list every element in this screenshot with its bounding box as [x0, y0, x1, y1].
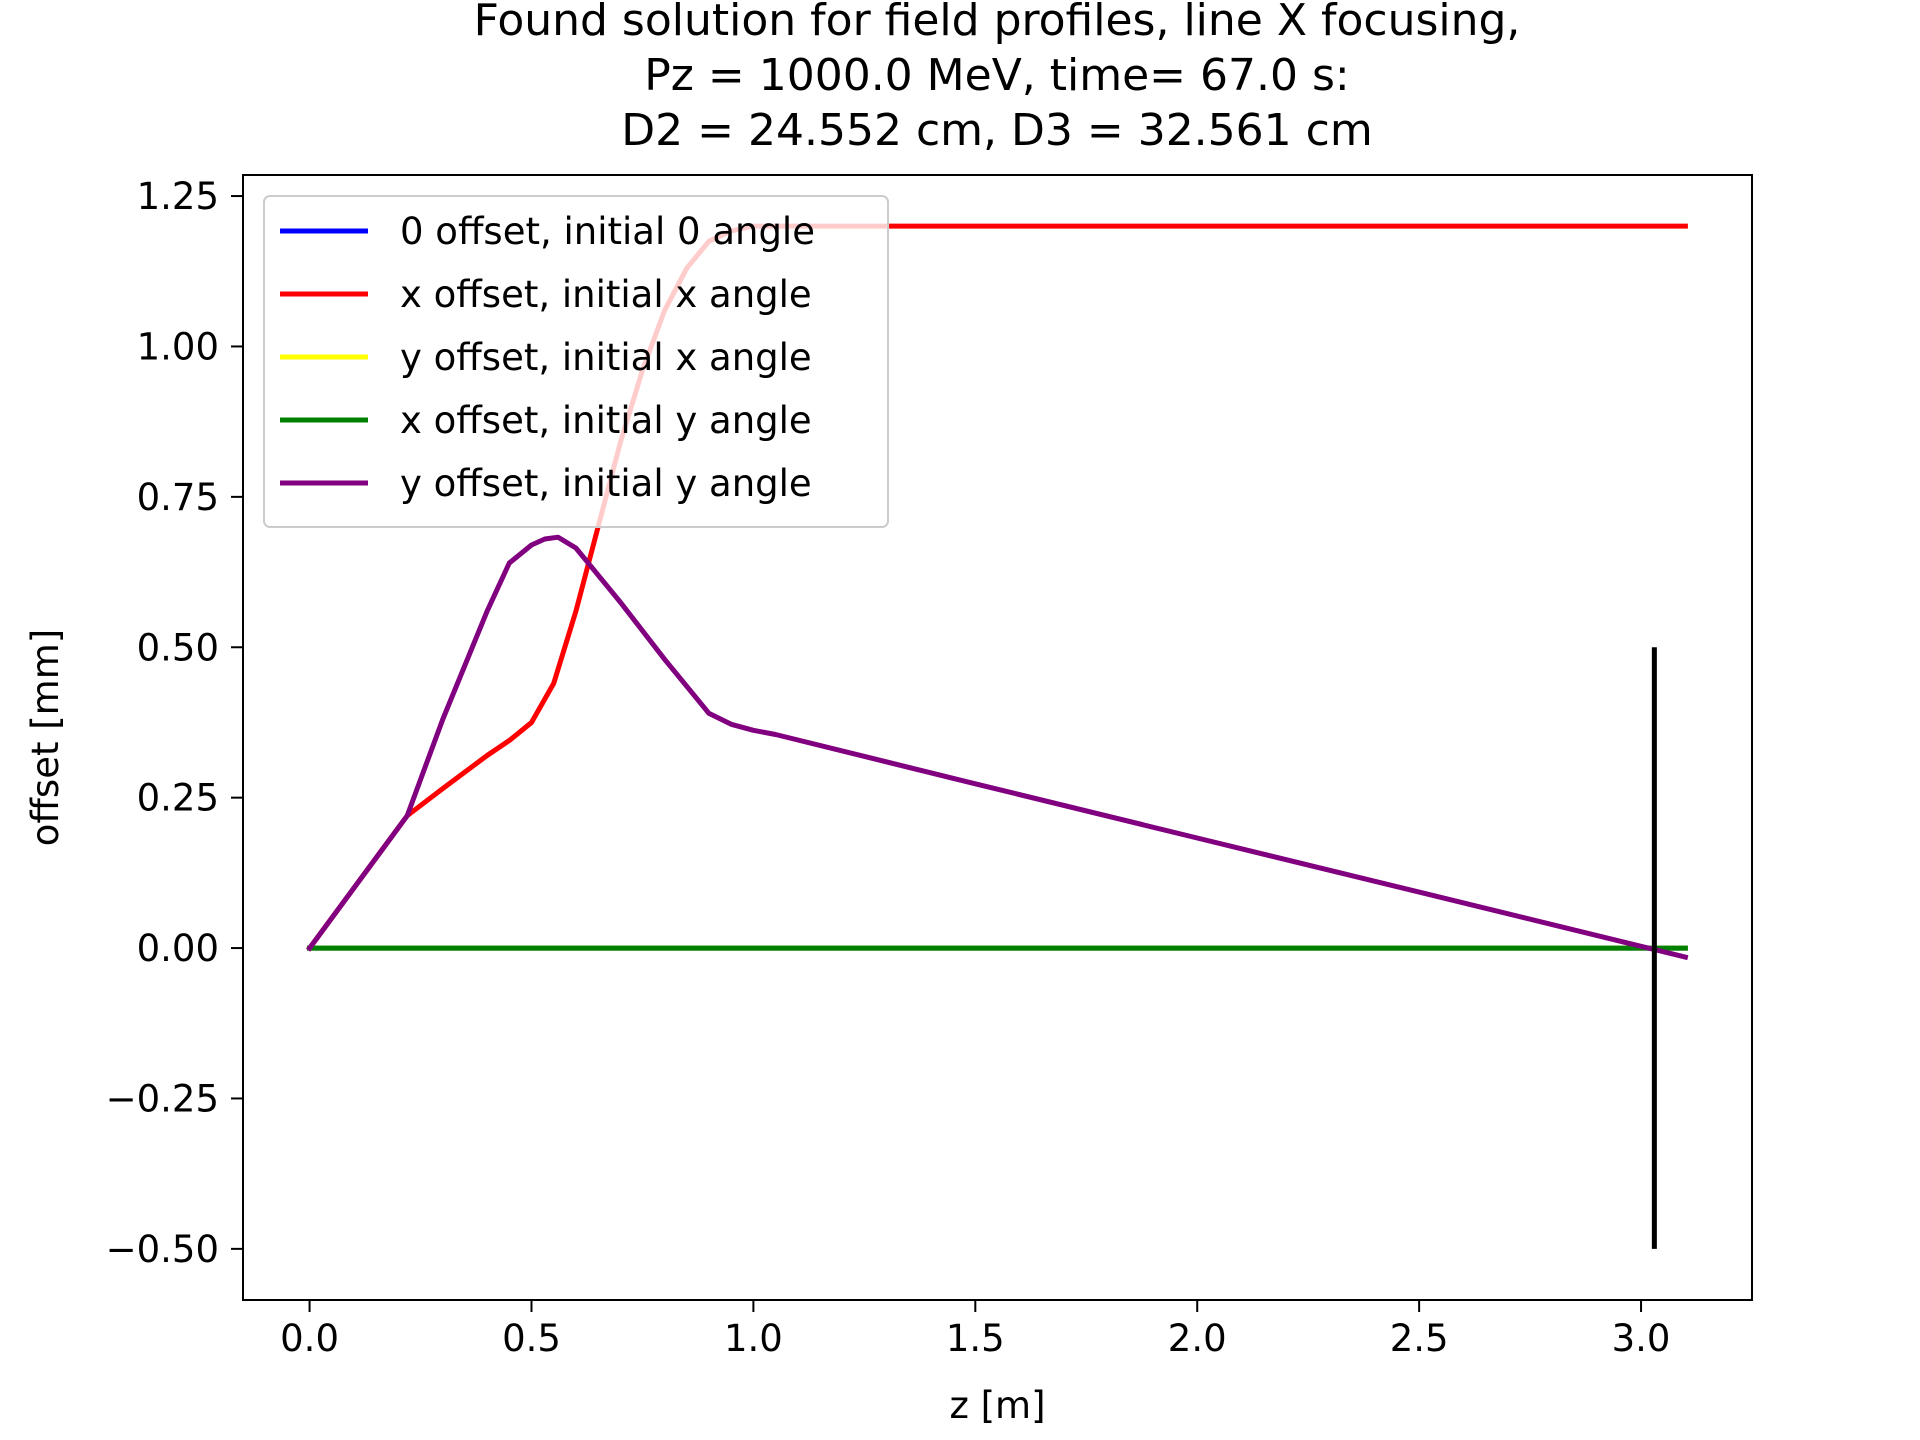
legend-box	[263, 195, 889, 528]
legend-label-1: 0 offset, initial 0 angle	[400, 210, 815, 253]
plot-frame	[242, 174, 1753, 1301]
title-line-1: Found solution for field profiles, line …	[474, 0, 1521, 46]
legend: 0 offset, initial 0 angle x offset, initi…	[263, 195, 889, 528]
legend-label-4: x offset, initial y angle	[400, 399, 812, 442]
title-line-2: Pz = 1000.0 MeV, time= 67.0 s:	[644, 50, 1349, 101]
legend-label-2: x offset, initial x angle	[400, 273, 812, 316]
x-axis-label: z [m]	[949, 1384, 1045, 1427]
y-tick-label: 1.25	[137, 175, 219, 218]
legend-label-5: y offset, initial y angle	[400, 462, 812, 505]
legend-label-3: y offset, initial x angle	[400, 336, 812, 379]
title-line-3: D2 = 24.552 cm, D3 = 32.561 cm	[621, 105, 1372, 156]
y-axis-label: offset [mm]	[24, 629, 67, 846]
x-tick-label: 0.5	[502, 1317, 561, 1360]
y-tick-label: −0.50	[106, 1228, 219, 1271]
y-tick-label: 0.50	[137, 626, 219, 669]
x-tick-label: 3.0	[1612, 1317, 1671, 1360]
y-tick-label: 1.00	[137, 325, 219, 368]
y-tick-label: 0.25	[137, 777, 219, 820]
x-tick-label: 1.5	[946, 1317, 1005, 1360]
series-line-5	[306, 534, 1689, 961]
x-tick-label: 0.0	[280, 1317, 339, 1360]
chart-title: Found solution for field profiles, line …	[474, 0, 1521, 156]
y-tick-label: 0.00	[137, 927, 219, 970]
x-tick-label: 2.5	[1390, 1317, 1449, 1360]
x-tick-label: 2.0	[1168, 1317, 1227, 1360]
y-tick-label: 0.75	[137, 476, 219, 519]
x-tick-label: 1.0	[724, 1317, 783, 1360]
y-tick-label: −0.25	[106, 1077, 219, 1120]
axes: 0.0 0.5 1.0 1.5 2.0 2.5 3.0 −0.50 −0.25 0.00 0.25 0…	[24, 174, 1753, 1427]
